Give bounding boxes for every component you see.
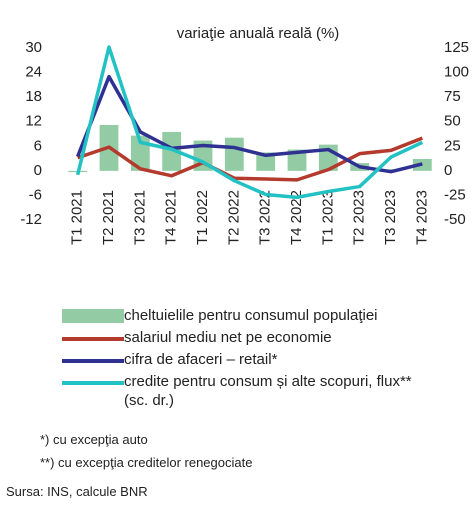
- x-tick-label: T4 2021: [163, 190, 180, 245]
- bar: [287, 149, 307, 171]
- y-tick-label: 6: [34, 137, 42, 154]
- bar: [256, 152, 276, 171]
- legend: cheltuielile pentru consumul populaţiei s…: [62, 306, 462, 413]
- y2-tick-label: -25: [444, 186, 466, 203]
- legend-label: salariul mediu net pe economie: [124, 329, 332, 346]
- y-tick-label: 0: [34, 162, 42, 179]
- legend-item: salariul mediu net pe economie: [62, 328, 462, 347]
- legend-swatch: [62, 337, 124, 341]
- legend-item: credite pentru consum și alte scopuri, f…: [62, 372, 462, 410]
- line: [76, 74, 423, 174]
- y-tick-label: 12: [25, 113, 42, 130]
- y2-tick-label: 50: [444, 113, 461, 130]
- x-tick-label: T1 2023: [319, 190, 336, 245]
- y2-tick-label: 0: [444, 162, 452, 179]
- x-tick-label: T2 2022: [225, 190, 242, 245]
- x-tick-label: T3 2023: [382, 190, 399, 245]
- bar: [162, 131, 182, 171]
- y2-tick-label: 100: [444, 64, 469, 81]
- chart-title: variaţie anuală reală (%): [177, 25, 340, 42]
- source: Sursa: INS, calcule BNR: [6, 484, 148, 499]
- legend-item: cifra de afaceri – retail*: [62, 350, 462, 369]
- legend-swatch: [62, 309, 124, 323]
- x-tick-label: T4 2022: [288, 190, 305, 245]
- legend-item: cheltuielile pentru consumul populaţiei: [62, 306, 462, 325]
- y-tick-label: -6: [29, 186, 42, 203]
- y-tick-label: -12: [20, 211, 42, 228]
- bar: [224, 137, 244, 171]
- y2-tick-label: 25: [444, 137, 461, 154]
- line: [77, 136, 423, 182]
- x-tick-label: T2 2021: [100, 190, 117, 245]
- chart: variaţie anuală reală (%) -12 -6 0 6 12 18 24 3…: [20, 25, 469, 245]
- legend-swatch: [62, 381, 124, 385]
- footnote: *) cu excepţia auto: [40, 432, 148, 447]
- line: [75, 45, 424, 200]
- y-tick-label: 24: [25, 64, 42, 81]
- y-tick-label: 18: [25, 88, 42, 105]
- footnote: **) cu excepţia creditelor renegociate: [40, 455, 253, 470]
- x-tick-label: T3 2022: [257, 190, 274, 245]
- legend-label: cifra de afaceri – retail*: [124, 351, 278, 368]
- y2-tick-label: -50: [444, 211, 466, 228]
- legend-label: cheltuielile pentru consumul populaţiei: [124, 307, 378, 324]
- x-tick-label: T4 2023: [413, 190, 430, 245]
- y2-tick-label: 75: [444, 88, 461, 105]
- legend-swatch: [62, 359, 124, 363]
- x-tick-label: T2 2023: [351, 190, 368, 245]
- x-tick-label: T3 2021: [131, 190, 148, 245]
- y-tick-label: 30: [25, 39, 42, 56]
- y2-tick-label: 125: [444, 39, 469, 56]
- x-tick-label: T1 2022: [194, 190, 211, 245]
- x-tick-label: T1 2021: [69, 190, 86, 245]
- legend-label: credite pentru consum și alte scopuri, f…: [124, 373, 412, 409]
